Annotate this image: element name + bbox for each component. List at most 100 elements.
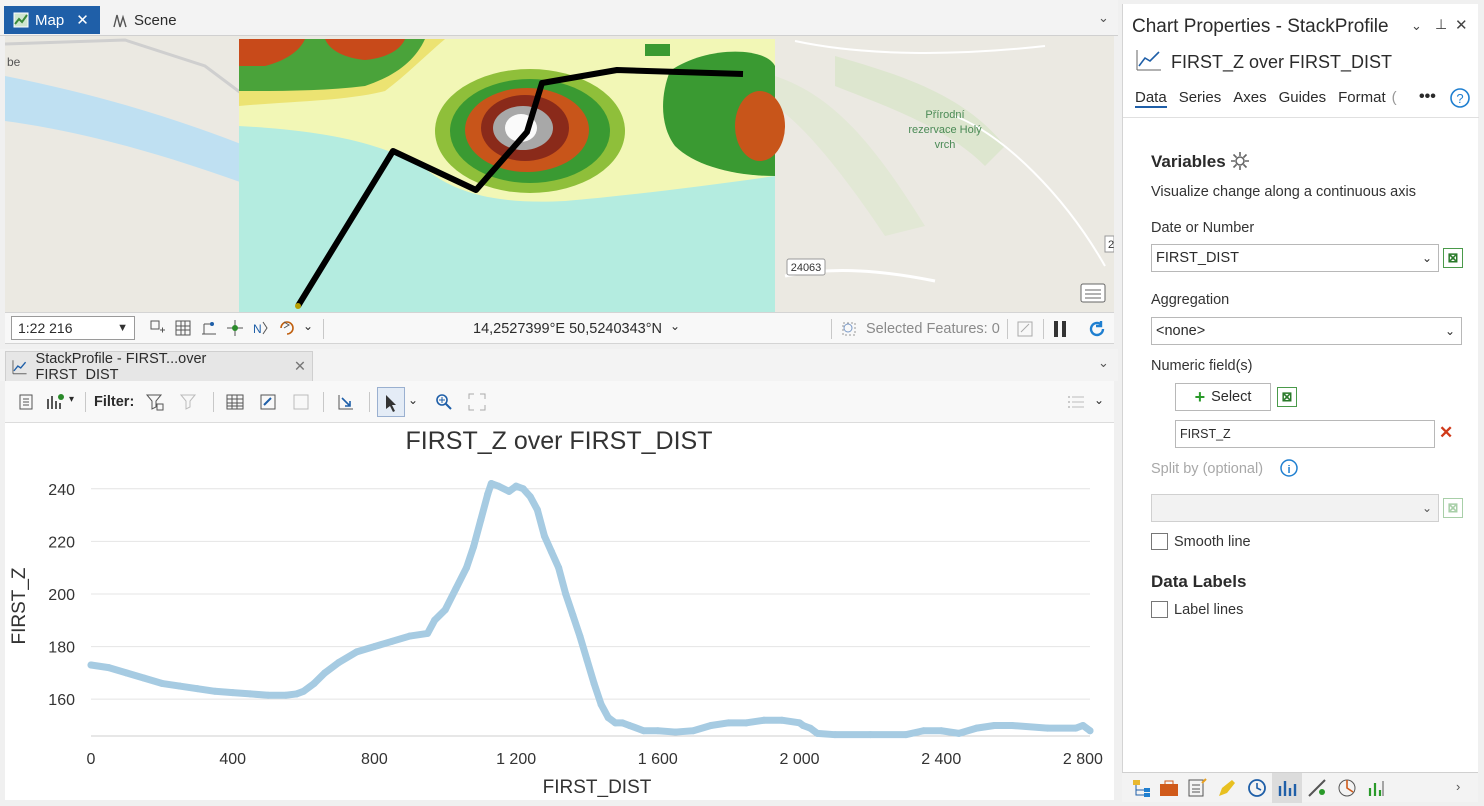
split-by-select[interactable]: ⌄	[1151, 494, 1439, 522]
aggregation-select[interactable]: <none> ⌄	[1151, 317, 1462, 345]
attributes-icon[interactable]	[1186, 777, 1208, 799]
numeric-field-item[interactable]: FIRST_Z	[1175, 420, 1435, 448]
profile-point[interactable]	[973, 724, 981, 732]
profile-point[interactable]	[193, 685, 201, 693]
constraints-icon[interactable]	[225, 318, 245, 338]
toolbox-icon[interactable]	[1158, 777, 1180, 799]
profile-point[interactable]	[920, 727, 927, 735]
profile-point[interactable]	[487, 480, 495, 488]
profile-point[interactable]	[540, 532, 548, 540]
remove-icon[interactable]: ✕	[1439, 423, 1454, 442]
catalog-icon[interactable]	[1130, 777, 1152, 799]
profile-point[interactable]	[441, 606, 449, 614]
profile-point[interactable]	[672, 728, 680, 736]
profile-point[interactable]	[937, 727, 945, 735]
pause-icon[interactable]	[1050, 319, 1070, 339]
profile-point[interactable]	[477, 516, 485, 524]
profile-point[interactable]	[583, 656, 591, 664]
profile-point[interactable]	[806, 724, 814, 732]
profile-point[interactable]	[654, 727, 662, 735]
tab-guides[interactable]: Guides	[1278, 89, 1327, 106]
field-picker-icon[interactable]: ⊠	[1277, 387, 1297, 407]
profile-point[interactable]	[1043, 724, 1051, 732]
clear-selection-icon[interactable]	[1015, 319, 1035, 339]
profile-point[interactable]	[406, 632, 414, 640]
profile-point[interactable]	[87, 661, 95, 669]
north-arrow-icon[interactable]: N	[251, 318, 271, 338]
tab-format[interactable]: Format	[1338, 89, 1386, 106]
profile-series-line[interactable]	[87, 480, 1094, 739]
list-icon[interactable]	[1066, 392, 1086, 412]
profile-point[interactable]	[484, 490, 492, 498]
profile-point[interactable]	[370, 643, 378, 651]
profile-point[interactable]	[707, 721, 715, 729]
chart-properties-tab[interactable]	[1272, 773, 1302, 803]
profile-point[interactable]	[122, 669, 130, 677]
profile-point[interactable]	[597, 700, 605, 708]
profile-point[interactable]	[176, 682, 184, 690]
fixed-zoom-icon[interactable]	[148, 318, 168, 338]
profile-point[interactable]	[264, 691, 272, 699]
chart-area[interactable]: FIRST_Z over FIRST_DIST FIRST_DIST FIRST…	[5, 423, 1114, 800]
zoom-to-selection-icon[interactable]	[258, 392, 278, 412]
profile-point[interactable]	[321, 669, 329, 677]
profile-point[interactable]	[618, 719, 626, 727]
edit-icon[interactable]	[1216, 777, 1238, 799]
profile-point[interactable]	[813, 729, 821, 737]
profile-point[interactable]	[229, 689, 237, 697]
profile-point[interactable]	[519, 485, 527, 493]
pane-menu-icon[interactable]: ⌄	[1411, 18, 1422, 33]
help-icon[interactable]: ?	[1449, 87, 1471, 109]
chevron-down-icon[interactable]: ⌄	[1098, 10, 1109, 25]
info-icon[interactable]: i	[1279, 458, 1299, 478]
profile-point[interactable]	[140, 674, 148, 682]
tab-data[interactable]: Data	[1135, 89, 1167, 108]
profile-point[interactable]	[725, 719, 733, 727]
tab-axes[interactable]: Axes	[1233, 89, 1267, 106]
profile-point[interactable]	[310, 679, 318, 687]
profile-point[interactable]	[526, 493, 534, 501]
selection-icon[interactable]	[839, 319, 859, 339]
profile-point[interactable]	[1008, 721, 1016, 729]
profile-point[interactable]	[388, 637, 396, 645]
profile-point[interactable]	[300, 687, 308, 695]
close-icon[interactable]: ✕	[293, 358, 306, 375]
filter-extent-icon[interactable]	[145, 392, 165, 412]
zoom-in-icon[interactable]	[434, 392, 454, 412]
profile-point[interactable]	[1086, 727, 1094, 735]
profile-point[interactable]	[1079, 721, 1087, 729]
layout-icon[interactable]	[1366, 777, 1388, 799]
profile-point[interactable]	[590, 679, 598, 687]
symbology-icon[interactable]	[1336, 777, 1358, 799]
profile-point[interactable]	[689, 727, 697, 735]
tab-map[interactable]: Map ✕	[4, 6, 100, 34]
profile-point[interactable]	[353, 648, 361, 656]
profile-point[interactable]	[533, 506, 541, 514]
profile-point[interactable]	[431, 616, 439, 624]
close-icon[interactable]: ✕	[76, 12, 89, 29]
profile-point[interactable]	[494, 482, 502, 490]
profile-point[interactable]	[562, 590, 570, 598]
profile-point[interactable]	[569, 611, 577, 619]
add-chart-icon[interactable]	[45, 392, 65, 412]
profile-point[interactable]	[512, 482, 520, 490]
profile-point[interactable]	[463, 564, 471, 572]
filter-selection-icon[interactable]	[179, 392, 199, 412]
snapping-icon[interactable]	[199, 318, 219, 338]
more-tabs-button[interactable]: •••	[1419, 88, 1436, 105]
chevron-right-icon[interactable]: ›	[1456, 779, 1461, 794]
profile-point[interactable]	[625, 721, 633, 729]
field-picker-icon[interactable]: ⊠	[1443, 248, 1463, 268]
profile-point[interactable]	[505, 487, 513, 495]
full-extent-icon[interactable]	[467, 392, 487, 412]
map-view[interactable]: be Přírodní rezervace Holý vrch 24063 2	[5, 36, 1114, 312]
history-icon[interactable]	[1246, 777, 1268, 799]
profile-point[interactable]	[246, 690, 254, 698]
gear-icon[interactable]	[1230, 151, 1250, 171]
export-icon[interactable]	[336, 392, 356, 412]
tab-scene[interactable]: Scene	[104, 6, 185, 34]
select-fields-button[interactable]: + Select	[1175, 383, 1271, 411]
pin-icon[interactable]: ⊥	[1435, 16, 1448, 32]
profile-point[interactable]	[555, 564, 563, 572]
chevron-down-icon[interactable]: ⌄	[670, 319, 681, 333]
